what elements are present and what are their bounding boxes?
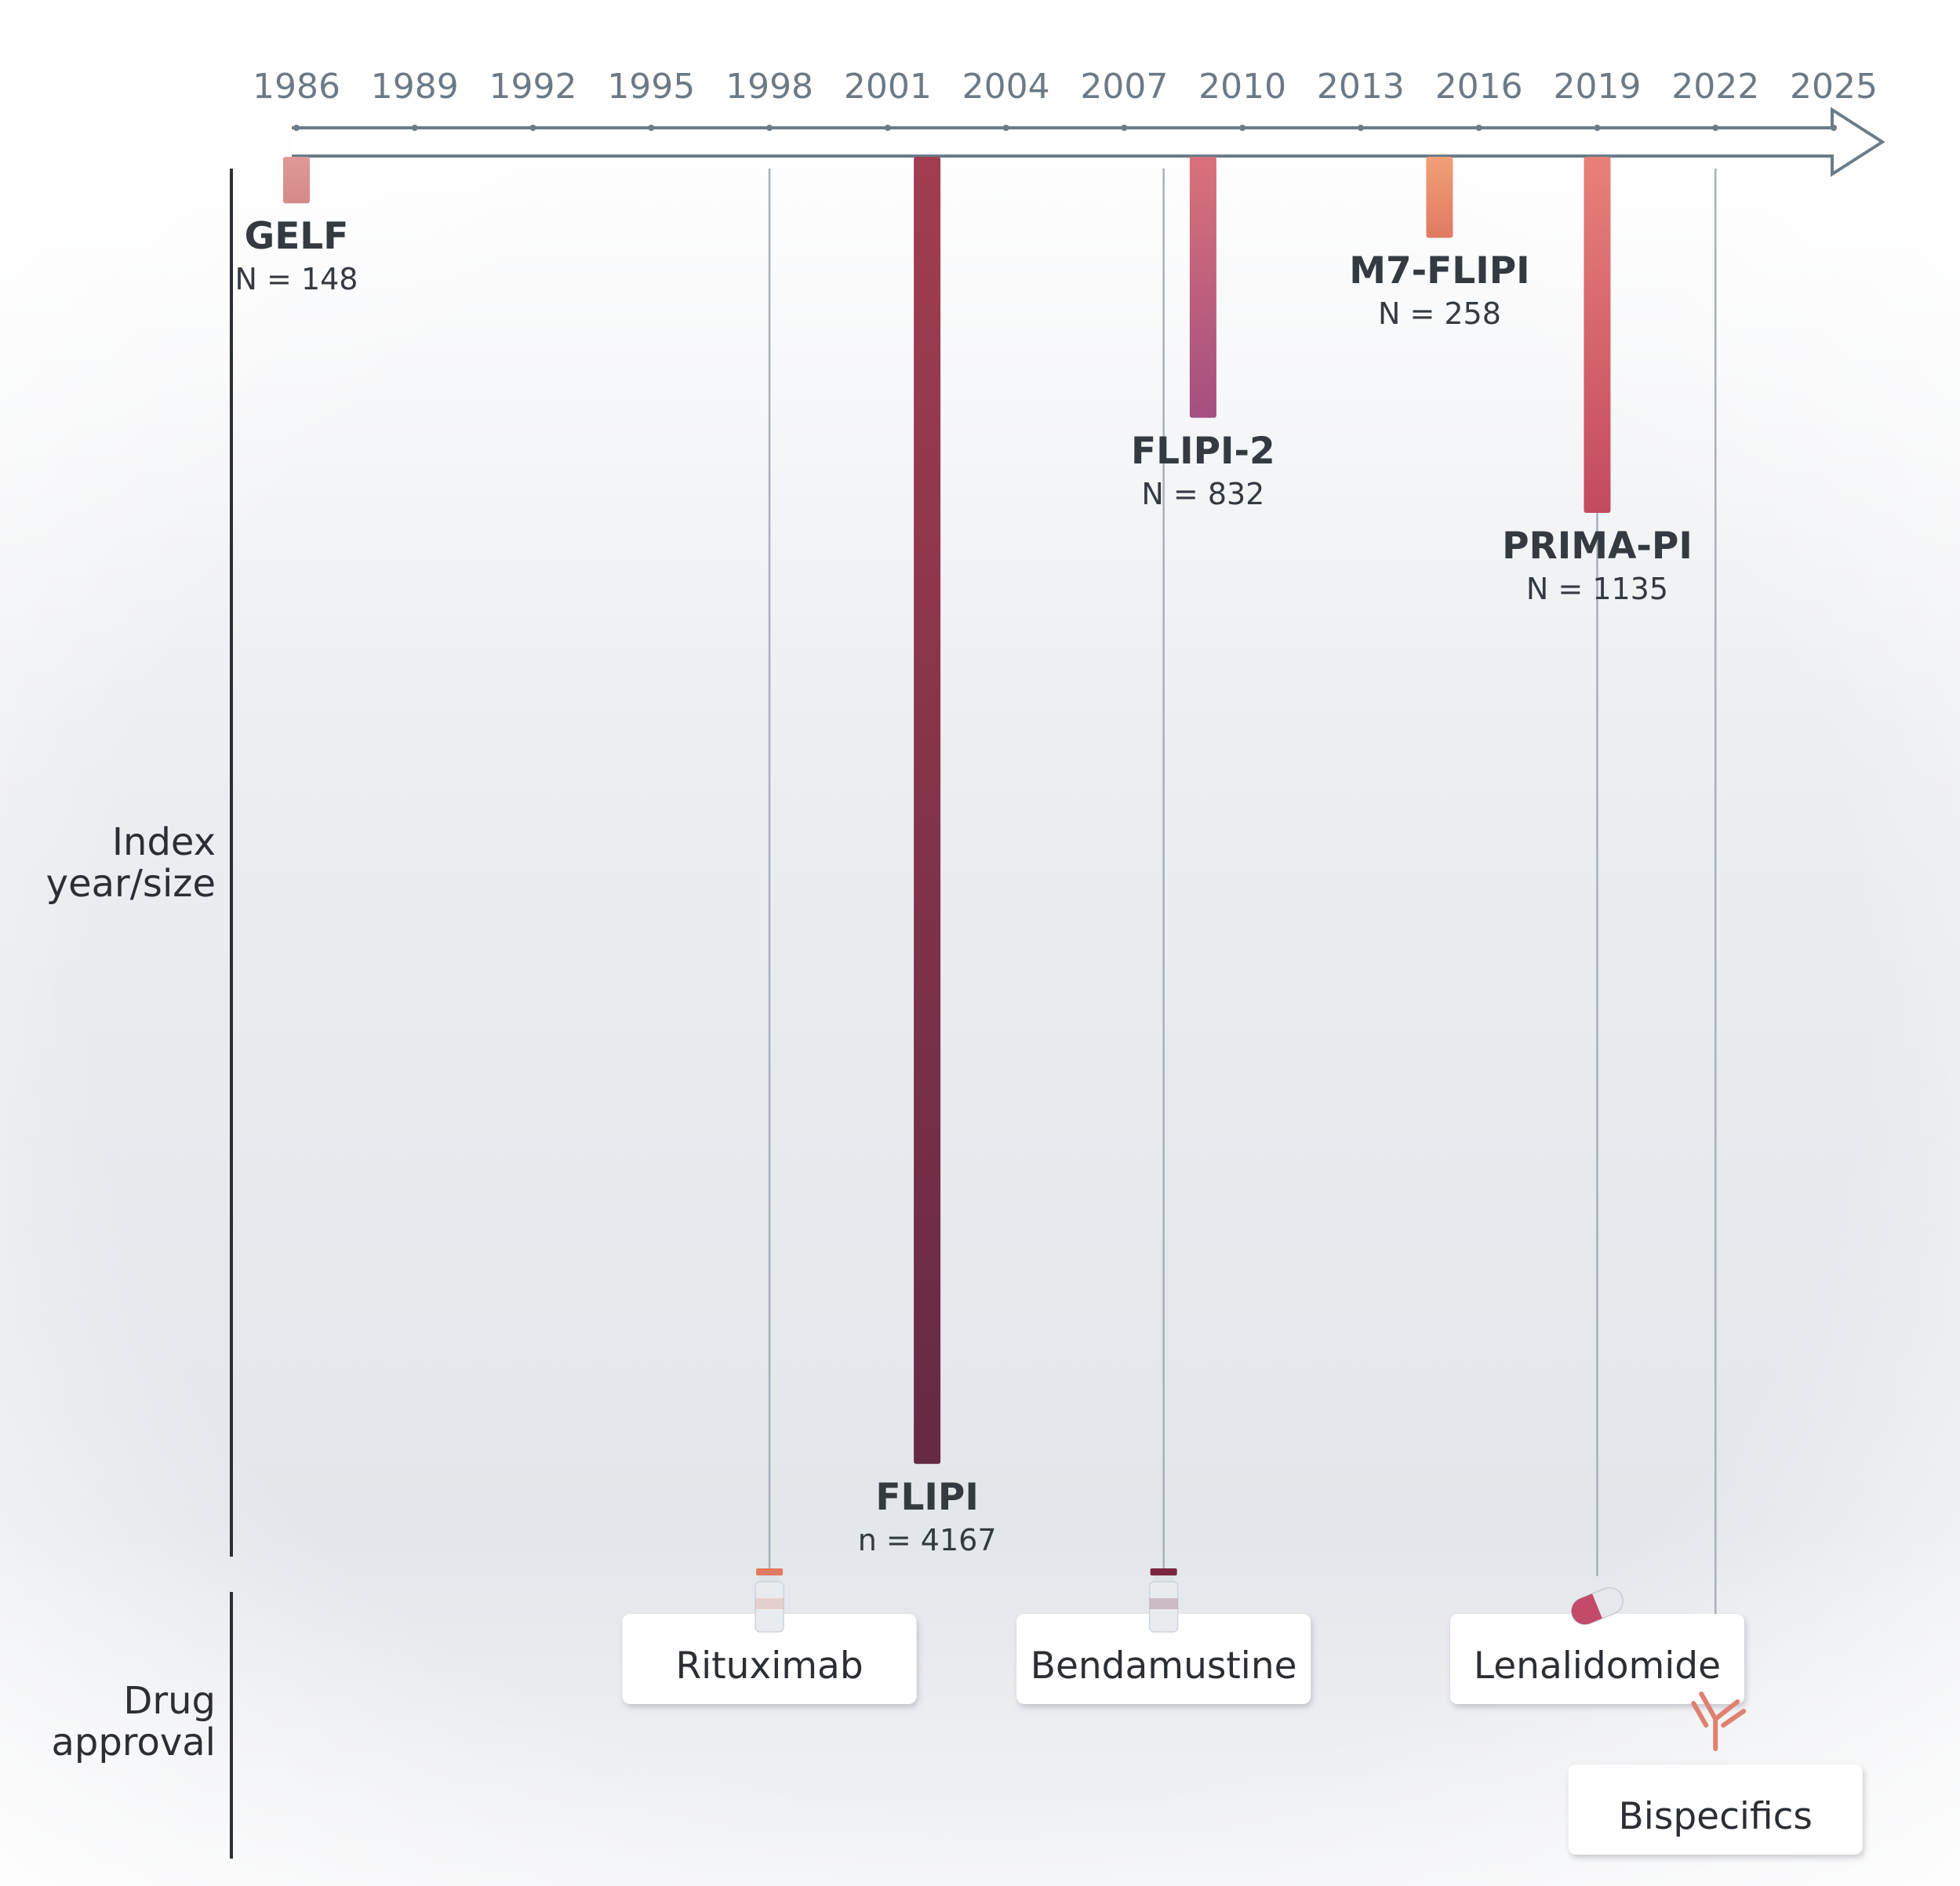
index-bar-m7-flipi bbox=[1426, 157, 1453, 238]
year-tick-label: 1995 bbox=[607, 67, 695, 107]
year-tick-dot bbox=[1712, 125, 1719, 131]
year-tick-dot bbox=[766, 125, 773, 131]
year-tick-label: 2019 bbox=[1553, 67, 1641, 107]
background-edge-fade bbox=[0, 118, 1960, 1886]
drug-name-label: Bispecifics bbox=[1619, 1795, 1813, 1838]
vial-icon bbox=[755, 1568, 784, 1633]
index-row-label-line2: year/size bbox=[46, 862, 216, 906]
year-tick-label: 2007 bbox=[1080, 67, 1168, 107]
index-bar-prima-pi bbox=[1584, 157, 1611, 513]
year-tick-label: 1998 bbox=[725, 67, 813, 107]
drug-row-label-line2: approval bbox=[51, 1721, 216, 1764]
year-tick-label: 2022 bbox=[1671, 67, 1759, 107]
drug-approval-bispecifics: Bispecifics bbox=[1568, 1692, 1863, 1855]
year-tick-label: 1989 bbox=[371, 67, 459, 107]
index-size-label: N = 1135 bbox=[1526, 572, 1668, 606]
index-bar-flipi bbox=[914, 157, 941, 1464]
year-tick-dot bbox=[1239, 125, 1246, 131]
drug-row-label-line1: Drug bbox=[123, 1679, 216, 1723]
drug-approval-bendamustine: Bendamustine bbox=[1016, 1568, 1311, 1704]
year-tick-label: 2025 bbox=[1790, 67, 1878, 107]
index-name-label: FLIPI bbox=[875, 1476, 978, 1519]
index-size-label: N = 148 bbox=[235, 262, 358, 296]
drug-approval-rituximab: Rituximab bbox=[622, 1568, 917, 1704]
year-tick-label: 1992 bbox=[489, 67, 577, 107]
year-tick-dot bbox=[1594, 125, 1601, 131]
index-name-label: PRIMA-PI bbox=[1502, 525, 1693, 568]
year-tick-label: 2010 bbox=[1198, 67, 1286, 107]
drug-name-label: Bendamustine bbox=[1031, 1644, 1297, 1688]
index-bar-gelf bbox=[283, 157, 310, 204]
index-name-label: M7-FLIPI bbox=[1349, 249, 1529, 293]
year-tick-label: 2001 bbox=[844, 67, 932, 107]
drug-label-box bbox=[1016, 1614, 1311, 1704]
antibody-icon bbox=[1691, 1692, 1747, 1751]
row-labels: Index year/size Drug approval bbox=[46, 169, 233, 1859]
year-tick-label: 2004 bbox=[962, 67, 1050, 107]
year-tick-dot bbox=[1121, 125, 1128, 131]
year-tick-label: 2016 bbox=[1435, 67, 1523, 107]
index-bar-flipi-2 bbox=[1189, 157, 1216, 418]
year-tick-dot bbox=[1357, 125, 1364, 131]
vial-icon bbox=[1148, 1568, 1179, 1633]
year-tick-dot bbox=[1002, 125, 1009, 131]
year-tick-dot bbox=[293, 125, 300, 131]
index-name-label: GELF bbox=[245, 215, 349, 258]
year-tick-dot bbox=[1475, 125, 1482, 131]
year-ticks: 1986 1989 1992 1995 1998 2001 2004 2007 2010 2013… bbox=[253, 67, 1878, 131]
index-row-label-line1: Index bbox=[112, 820, 216, 864]
drug-label-box bbox=[1449, 1614, 1744, 1704]
index-size-label: N = 832 bbox=[1141, 477, 1264, 511]
index-name-label: FLIPI-2 bbox=[1131, 430, 1275, 473]
drug-label-box bbox=[1568, 1764, 1863, 1855]
index-bars: GELF N = 148 FLIPI n = 4167 FLIPI-2 N = 832 M7… bbox=[235, 157, 1693, 1557]
year-tick-dot bbox=[411, 125, 418, 131]
capsule-icon bbox=[1570, 1586, 1624, 1626]
drug-approval-lenalidomide: Lenalidomide bbox=[1449, 1586, 1744, 1704]
drug-name-label: Rituximab bbox=[675, 1644, 863, 1688]
year-tick-label: 1986 bbox=[253, 67, 340, 107]
index-size-label: N = 258 bbox=[1378, 296, 1501, 331]
year-tick-dot bbox=[884, 125, 891, 131]
year-tick-dot bbox=[648, 125, 655, 131]
drug-approvals: Rituximab Bendamustine Lenalidomide Bispeci… bbox=[622, 1568, 1863, 1855]
year-tick-label: 2013 bbox=[1317, 67, 1405, 107]
drug-name-label: Lenalidomide bbox=[1474, 1644, 1721, 1688]
year-tick-dot bbox=[529, 125, 536, 131]
index-size-label: n = 4167 bbox=[858, 1523, 997, 1557]
drug-label-box bbox=[622, 1614, 917, 1704]
year-tick-dot bbox=[1831, 125, 1837, 131]
